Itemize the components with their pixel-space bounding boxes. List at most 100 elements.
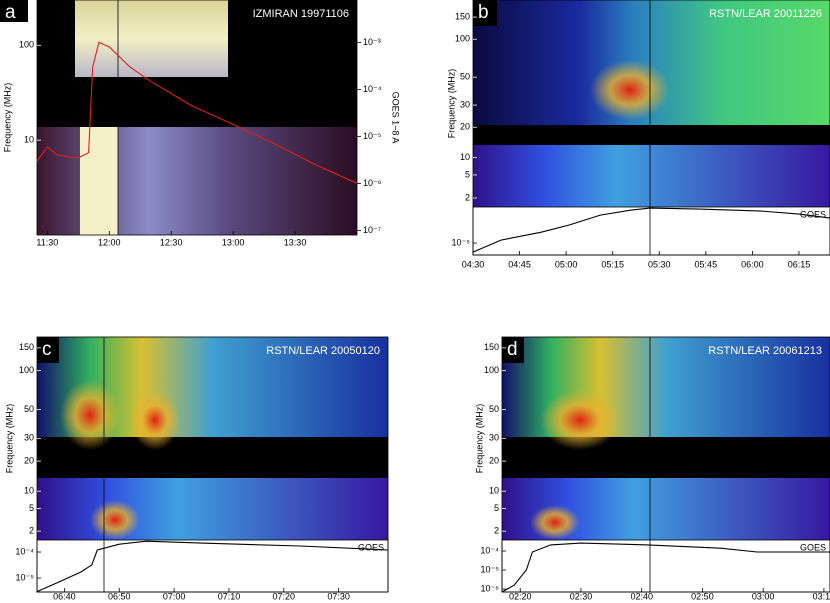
y-tick-label: 10	[24, 135, 34, 145]
panel-title: RSTN/LEAR 20061213	[708, 345, 822, 357]
y-tick-label: 150	[484, 342, 499, 352]
y-tick-label: 20	[489, 455, 499, 465]
y2-tick-label: 10⁻³	[363, 37, 381, 47]
panel-letter: c	[42, 339, 52, 360]
x-tick-label: 05:15	[601, 259, 624, 269]
y-tick-label: 100	[484, 365, 499, 375]
spectrum-image	[530, 505, 580, 540]
goes-label: GOES	[800, 542, 826, 552]
y2-tick-label: 10⁻⁴	[480, 545, 499, 555]
y-tick-label: 100	[19, 365, 34, 375]
y-tick-label: 30	[24, 433, 34, 443]
y-tick-label: 50	[489, 404, 499, 414]
y-tick-label: 150	[19, 342, 34, 352]
y-tick-label: 2	[29, 526, 34, 536]
x-tick-label: 03:00	[752, 591, 775, 601]
spectrum-image	[80, 127, 118, 235]
y-tick-label: 2	[465, 192, 470, 202]
x-tick-label: 06:15	[788, 259, 811, 269]
goes-curve	[472, 207, 830, 253]
goes-frame	[472, 206, 830, 256]
y2-tick-label: 10⁻⁷	[363, 225, 381, 235]
y-tick-label: 150	[455, 11, 470, 21]
y-tick-label: 10	[460, 152, 470, 162]
y-tick-label: 20	[460, 122, 470, 132]
x-tick-label: 03:10	[813, 591, 830, 601]
panel-title: IZMIRAN 19971106	[253, 8, 349, 20]
y2-tick-label: 10⁻⁵	[452, 237, 471, 247]
x-tick-label: 12:00	[98, 237, 121, 247]
y-axis-label: Frequency (MHz)	[4, 404, 14, 474]
spectrum-image	[473, 145, 830, 207]
panel-letter-box	[502, 337, 524, 363]
y-tick-label: 10	[489, 486, 499, 496]
panel-title: RSTN/LEAR 20050120	[266, 345, 380, 357]
goes-label: GOES	[800, 209, 826, 219]
y2-tick-label: 10⁻⁶	[481, 583, 500, 593]
y-tick-label: 2	[494, 526, 499, 536]
spectrum-image	[502, 540, 830, 592]
y-tick-label: 100	[19, 40, 34, 50]
panel-title: RSTN/LEAR 20011226	[709, 8, 822, 20]
x-tick-label: 06:00	[741, 259, 764, 269]
spectrum-image	[75, 0, 228, 77]
x-tick-label: 02:50	[691, 591, 714, 601]
spectrum-image	[90, 500, 140, 540]
x-tick-label: 04:45	[508, 259, 531, 269]
y2-tick-label: 10⁻⁴	[15, 546, 34, 556]
panel-letter-box	[0, 0, 28, 22]
y-tick-label: 20	[24, 455, 34, 465]
spectrum-image	[37, 540, 388, 592]
y-tick-label: 100	[455, 34, 470, 44]
spectrum-image	[590, 60, 670, 120]
goes-label: GOES	[358, 542, 384, 552]
plot-frame	[36, 0, 358, 236]
panel-letter-box	[473, 0, 497, 26]
x-tick-label: 06:50	[108, 591, 131, 601]
y2-tick-label: 10⁻⁶	[363, 178, 382, 188]
x-tick-label: 13:00	[222, 237, 245, 247]
x-tick-label: 11:30	[36, 237, 58, 247]
x-tick-label: 05:00	[555, 259, 578, 269]
spectrum-image	[130, 390, 180, 450]
panel-letter: d	[507, 339, 518, 360]
goes-frame	[36, 539, 389, 593]
x-tick-label: 02:20	[509, 591, 532, 601]
y2-tick-label: 10⁻⁵	[16, 572, 35, 582]
y-axis-label: Frequency (MHz)	[2, 83, 12, 153]
y-tick-label: 5	[29, 503, 34, 513]
spectrum-image	[540, 390, 620, 450]
y2-axis-label: GOES 1−8 A	[391, 92, 401, 144]
y-tick-label: 10	[24, 486, 34, 496]
panel-letter-box	[37, 337, 59, 363]
y2-tick-label: 10⁻⁴	[363, 84, 382, 94]
y-tick-label: 30	[460, 99, 470, 109]
y-axis-label: Frequency (MHz)	[474, 404, 484, 474]
y-tick-label: 30	[489, 433, 499, 443]
y2-tick-label: 10⁻⁵	[363, 131, 382, 141]
goes-curve	[36, 41, 358, 184]
x-tick-label: 02:40	[630, 591, 653, 601]
goes-curve	[36, 540, 389, 593]
x-tick-label: 02:30	[570, 591, 593, 601]
panel-letter: a	[5, 2, 16, 23]
x-tick-label: 07:30	[327, 591, 350, 601]
x-tick-label: 12:30	[160, 237, 183, 247]
goes-curve	[501, 542, 830, 593]
x-tick-label: 07:10	[218, 591, 241, 601]
spectrum-image	[37, 478, 388, 540]
spectrum-image	[473, 207, 830, 255]
spectrum-image	[60, 380, 120, 450]
x-tick-label: 07:00	[163, 591, 186, 601]
y-tick-label: 50	[460, 72, 470, 82]
y-tick-label: 5	[494, 503, 499, 513]
y2-tick-label: 10⁻⁵	[481, 564, 500, 574]
x-tick-label: 04:30	[462, 259, 485, 269]
x-tick-label: 06:40	[53, 591, 76, 601]
x-tick-label: 13:30	[284, 237, 307, 247]
goes-frame	[501, 539, 830, 593]
x-tick-label: 07:20	[273, 591, 296, 601]
x-tick-label: 05:30	[648, 259, 671, 269]
panel-letter: b	[478, 2, 489, 23]
